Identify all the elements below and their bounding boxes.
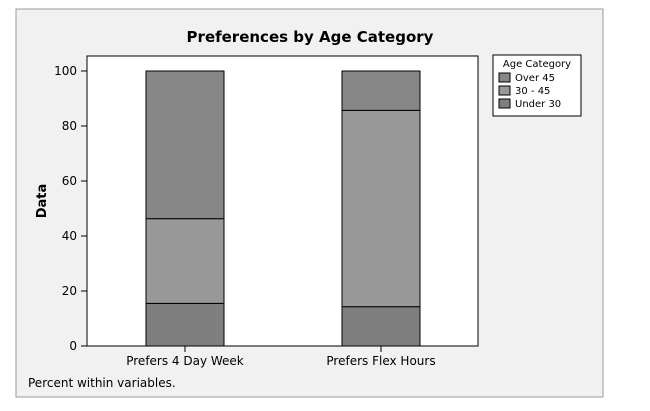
y-axis: 0 20 40 60 80 100: [54, 64, 87, 353]
bar-over-45-2: [341, 70, 421, 111]
y-tick-label: 80: [62, 119, 77, 133]
legend: Age Category Over 45 30 - 45 Under 30: [492, 54, 582, 117]
x-axis: Prefers 4 Day Week Prefers Flex Hours: [126, 346, 436, 368]
y-tick-label: 100: [54, 64, 77, 78]
x-tick-label: Prefers 4 Day Week: [126, 354, 244, 368]
legend-label: Over 45: [515, 73, 555, 84]
y-tick-label: 0: [69, 339, 77, 353]
bar-30-45-2: [341, 109, 421, 308]
bar-30-45-1: [145, 218, 225, 304]
bar-under-30-2: [341, 306, 421, 347]
legend-label: Under 30: [515, 99, 561, 110]
legend-swatch: [498, 98, 511, 109]
y-tick-label: 20: [62, 284, 77, 298]
legend-label: 30 - 45: [515, 86, 550, 97]
x-tick-label: Prefers Flex Hours: [326, 354, 435, 368]
chart-title: Preferences by Age Category: [187, 28, 434, 46]
bar-under-30-1: [145, 302, 225, 347]
legend-swatch: [498, 72, 511, 83]
legend-swatch: [498, 85, 511, 96]
bar-over-45-1: [145, 70, 225, 220]
footnote: Percent within variables.: [28, 376, 176, 390]
legend-title: Age Category: [503, 59, 571, 70]
y-tick-label: 40: [62, 229, 77, 243]
bars-group: [145, 70, 421, 347]
y-axis-label: Data: [35, 184, 50, 219]
y-tick-label: 60: [62, 174, 77, 188]
